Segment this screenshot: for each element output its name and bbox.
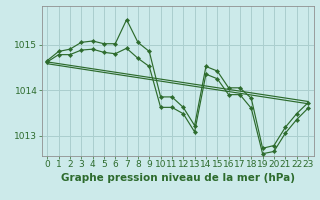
X-axis label: Graphe pression niveau de la mer (hPa): Graphe pression niveau de la mer (hPa): [60, 173, 295, 183]
